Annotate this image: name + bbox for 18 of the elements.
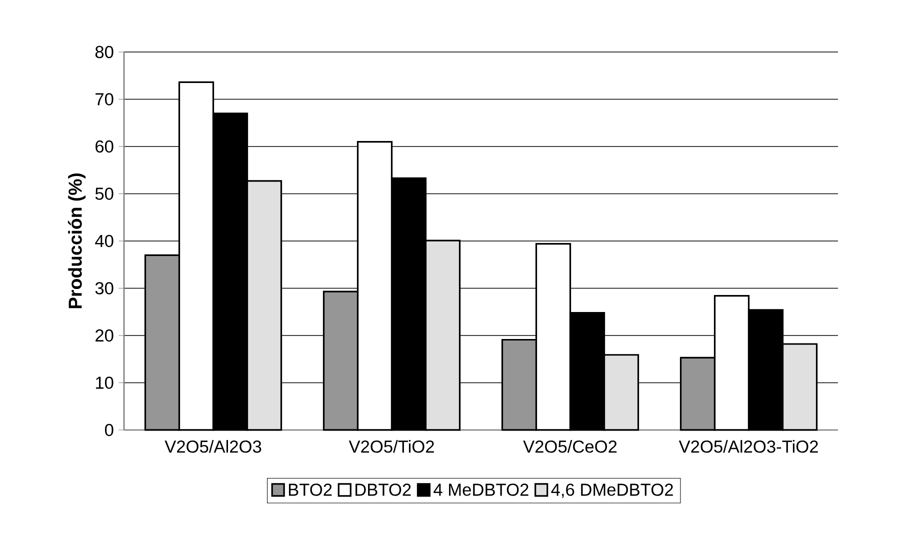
x-tick-label: V2O5/TiO2 xyxy=(348,440,434,453)
y-tick-label: 50 xyxy=(95,188,114,200)
y-tick-label: 30 xyxy=(95,282,114,294)
legend-label: 4 MeDBTO2 xyxy=(434,484,528,496)
legend-label: BTO2 xyxy=(288,484,332,496)
x-tick-label: V2O5/Al2O3-TiO2 xyxy=(678,440,818,453)
y-tick-label: 40 xyxy=(95,234,114,248)
y-tick-label: 10 xyxy=(96,376,114,389)
y-tick-label: 20 xyxy=(96,329,114,342)
x-tick-label: V2O5/Al2O3 xyxy=(164,440,262,453)
y-axis-title: Producción (%) xyxy=(68,173,86,308)
legend-label: 4,6 DMeDBTO2 xyxy=(551,484,673,498)
y-tick-label: 80 xyxy=(95,46,114,58)
y-tick-label: 0 xyxy=(104,424,114,436)
x-tick-label: V2O5/CeO2 xyxy=(523,440,617,453)
legend-label: DBTO2 xyxy=(356,484,411,496)
y-tick-label: 60 xyxy=(96,140,114,153)
y-tick-label: 70 xyxy=(96,93,114,106)
